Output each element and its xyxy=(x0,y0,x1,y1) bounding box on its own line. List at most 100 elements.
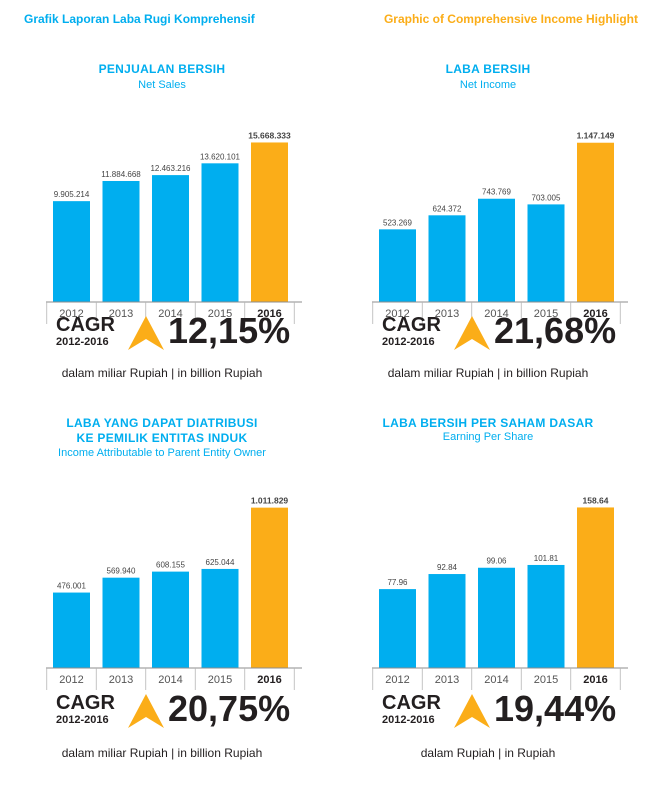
cagr-block: CAGR 2012-2016 19,44% xyxy=(382,688,632,736)
x-tick-label: 2015 xyxy=(208,674,232,686)
data-label: 624.372 xyxy=(433,204,462,213)
data-label: 9.905.214 xyxy=(54,190,90,199)
unit-note: dalam Rupiah | in Rupiah xyxy=(420,746,556,760)
bar-highlight xyxy=(251,142,288,302)
cagr-label: CAGR xyxy=(382,314,441,336)
data-label: 99.06 xyxy=(486,557,507,566)
x-tick-label: 2012 xyxy=(59,674,83,686)
chart-subtitle: Earning Per Share xyxy=(442,431,534,443)
unit-note: dalam miliar Rupiah | in billion Rupiah xyxy=(61,746,263,760)
data-label: 608.155 xyxy=(156,561,185,570)
data-label: 92.84 xyxy=(437,563,458,572)
cagr-label: CAGR xyxy=(56,692,115,714)
data-label: 13.620.101 xyxy=(200,152,241,161)
x-tick-label: 2013 xyxy=(435,674,459,686)
chart-subtitle: Net Sales xyxy=(138,79,186,91)
bar xyxy=(201,163,239,302)
x-tick-label: 2012 xyxy=(385,674,409,686)
cagr-period: 2012-2016 xyxy=(382,714,435,726)
data-label: 703.005 xyxy=(532,193,561,202)
data-label: 476.001 xyxy=(57,582,86,591)
cagr-value: 12,15% xyxy=(168,310,291,351)
data-label: 15.668.333 xyxy=(248,130,291,140)
chart-panel: LABA BERSIH Net Income 523.269 2012 624.372 2… xyxy=(338,52,638,427)
x-tick-label: 2012 xyxy=(385,308,409,320)
x-tick-label: 2014 xyxy=(158,674,182,686)
cagr-value: 20,75% xyxy=(168,688,291,729)
bar xyxy=(102,180,140,302)
bar-highlight xyxy=(577,142,614,302)
data-label: 523.269 xyxy=(383,218,412,227)
growth-arrow-icon xyxy=(454,694,490,728)
cagr-value: 21,68% xyxy=(494,310,617,351)
unit-note: dalam miliar Rupiah | in billion Rupiah xyxy=(387,366,589,380)
bar-highlight xyxy=(251,507,288,668)
cagr-label: CAGR xyxy=(56,314,115,336)
cagr-block: CAGR 2012-2016 21,68% xyxy=(382,310,632,358)
data-label: 12.463.216 xyxy=(150,164,191,173)
data-label: 1.147.149 xyxy=(577,131,615,141)
bar-chart: 523.269 2012 624.372 2013 743.769 2014 703.005… xyxy=(372,131,628,324)
chart-title: LABA BERSIH PER SAHAM DASAR xyxy=(382,416,594,430)
chart-subtitle: Net Income xyxy=(459,79,517,91)
cagr-value: 19,44% xyxy=(494,688,617,729)
unit-note: dalam miliar Rupiah | in billion Rupiah xyxy=(61,366,263,380)
bar-highlight xyxy=(577,507,614,668)
cagr-period: 2012-2016 xyxy=(56,714,109,726)
cagr-block: CAGR 2012-2016 20,75% xyxy=(56,688,306,736)
x-tick-label: 2013 xyxy=(435,308,459,320)
x-tick-label: 2012 xyxy=(59,308,83,320)
chart-panel: LABA BERSIH PER SAHAM DASAR Earning Per S… xyxy=(338,410,638,785)
chart-title: PENJUALAN BERSIH xyxy=(98,62,226,76)
bar xyxy=(102,577,140,668)
x-tick-label: 2016 xyxy=(583,308,607,320)
data-label: 77.96 xyxy=(387,578,408,587)
growth-arrow-icon xyxy=(128,316,164,350)
report-title-english: Graphic of Comprehensive Income Highligh… xyxy=(383,12,638,26)
chart-title: LABA BERSIH xyxy=(445,62,531,76)
bar xyxy=(53,201,90,302)
chart-title: LABA YANG DAPAT DIATRIBUSI xyxy=(66,416,258,430)
growth-arrow-icon xyxy=(454,316,490,350)
x-tick-label: 2015 xyxy=(534,674,558,686)
bar-chart: 9.905.214 2012 11.884.668 2013 12.463.216 201… xyxy=(46,130,302,324)
chart-title: KE PEMILIK ENTITAS INDUK xyxy=(76,431,248,445)
cagr-label: CAGR xyxy=(382,692,441,714)
x-tick-label: 2013 xyxy=(109,308,133,320)
bar xyxy=(379,229,416,302)
x-tick-label: 2014 xyxy=(158,308,182,320)
chart-subtitle: Income Attributable to Parent Entity Own… xyxy=(58,447,266,459)
x-tick-label: 2016 xyxy=(257,308,281,320)
bar xyxy=(478,198,515,302)
x-tick-label: 2016 xyxy=(583,674,607,686)
bar xyxy=(152,571,189,668)
data-label: 158.64 xyxy=(583,495,609,505)
bar xyxy=(428,215,466,302)
x-tick-label: 2013 xyxy=(109,674,133,686)
x-tick-label: 2014 xyxy=(484,308,508,320)
data-label: 1.011.829 xyxy=(251,496,289,506)
data-label: 101.81 xyxy=(534,554,559,563)
report-title-indonesian: Grafik Laporan Laba Rugi Komprehensif xyxy=(24,12,255,26)
x-tick-label: 2015 xyxy=(208,308,232,320)
cagr-block: CAGR 2012-2016 12,15% xyxy=(56,310,306,358)
growth-arrow-icon xyxy=(128,694,164,728)
bar xyxy=(527,204,565,302)
x-tick-label: 2016 xyxy=(257,674,281,686)
bar-chart: 77.96 2012 92.84 2013 99.06 2014 101.81 2015 158… xyxy=(372,495,628,690)
cagr-period: 2012-2016 xyxy=(382,336,435,348)
x-tick-label: 2015 xyxy=(534,308,558,320)
bar xyxy=(478,567,515,668)
cagr-period: 2012-2016 xyxy=(56,336,109,348)
bar xyxy=(53,592,90,668)
data-label: 743.769 xyxy=(482,188,511,197)
bar xyxy=(152,175,189,302)
chart-panel: LABA YANG DAPAT DIATRIBUSI KE PEMILIK ENT… xyxy=(12,410,312,785)
bar xyxy=(428,574,466,668)
bar xyxy=(201,568,239,668)
bar xyxy=(379,589,416,668)
bar-chart: 476.001 2012 569.940 2013 608.155 2014 625.044… xyxy=(46,496,302,690)
bar xyxy=(527,564,565,668)
data-label: 569.940 xyxy=(107,567,136,576)
chart-panel: PENJUALAN BERSIH Net Sales 9.905.214 2012 11… xyxy=(12,52,312,427)
